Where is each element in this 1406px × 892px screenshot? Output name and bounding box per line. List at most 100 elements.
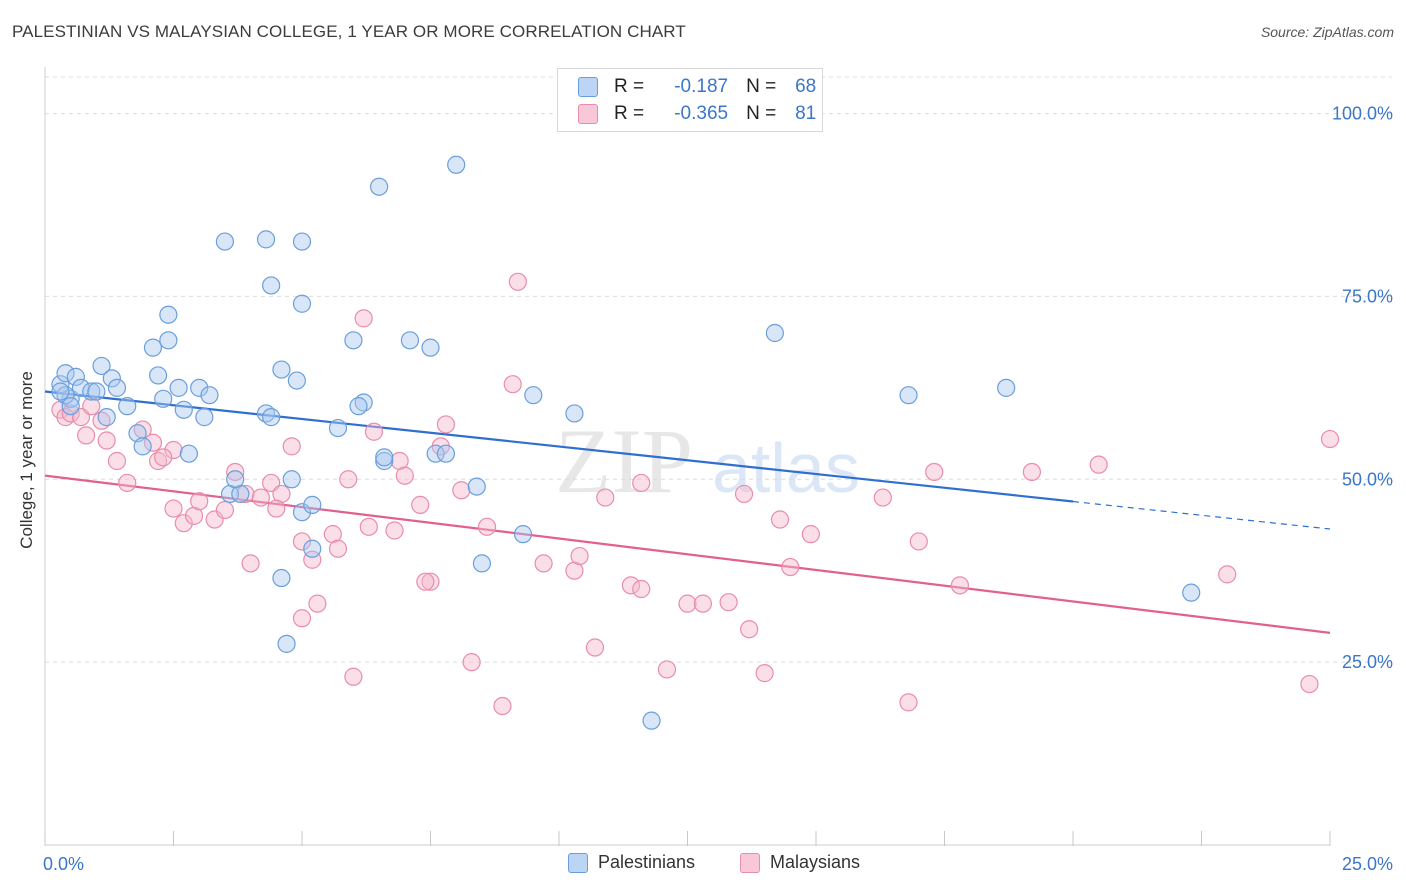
data-point-palestinians	[642, 711, 661, 730]
y-tick-label: 25.0%	[1342, 652, 1393, 672]
data-point-malaysians	[308, 594, 327, 613]
data-point-palestinians	[400, 331, 420, 350]
data-point-malaysians	[632, 473, 651, 493]
data-point-palestinians	[133, 437, 152, 456]
axes	[44, 67, 1331, 846]
data-point-palestinians	[256, 230, 276, 249]
data-point-malaysians	[508, 272, 527, 291]
data-point-palestinians	[292, 232, 312, 251]
data-point-malaysians	[585, 638, 605, 657]
watermark-atlas: atlas	[712, 429, 860, 507]
data-point-palestinians	[436, 444, 456, 463]
chart-title: PALESTINIAN VS MALAYSIAN COLLEGE, 1 YEAR…	[12, 22, 686, 41]
data-point-malaysians	[770, 510, 790, 529]
data-point-palestinians	[56, 364, 75, 383]
data-point-malaysians	[61, 404, 80, 423]
r-value: -0.365	[674, 103, 729, 124]
legend-row-palestinians: R = -0.187 N = 68	[578, 73, 816, 101]
data-point-palestinians	[287, 371, 306, 390]
r-label: R =	[614, 103, 645, 124]
data-point-palestinians	[282, 470, 301, 489]
data-point-malaysians	[621, 576, 641, 595]
data-points	[51, 155, 1340, 730]
data-point-malaysians	[452, 481, 471, 500]
legend-row-malaysians: R = -0.365 N = 81	[578, 100, 816, 128]
correlation-legend: R = -0.187 N = 68 R = -0.365 N = 81	[557, 68, 823, 132]
trend-lines	[44, 390, 1331, 634]
data-point-palestinians	[215, 232, 234, 251]
data-point-palestinians	[262, 276, 281, 295]
data-point-palestinians	[303, 539, 322, 558]
trend-line-malaysians	[44, 474, 1331, 634]
data-point-malaysians	[436, 415, 456, 434]
data-point-malaysians	[1022, 462, 1041, 482]
n-value: 81	[795, 103, 817, 124]
data-point-palestinians	[51, 375, 70, 394]
data-point-palestinians	[51, 382, 70, 401]
watermark: ZIP atlas	[555, 410, 860, 512]
data-point-palestinians	[87, 382, 106, 401]
data-point-malaysians	[678, 594, 697, 613]
grid-lines	[45, 76, 1392, 663]
data-point-malaysians	[241, 554, 260, 573]
data-point-malaysians	[292, 609, 312, 628]
data-point-malaysians	[267, 499, 286, 518]
data-point-malaysians	[740, 620, 759, 639]
data-point-malaysians	[292, 532, 312, 551]
data-point-malaysians	[734, 484, 754, 504]
data-point-palestinians	[899, 386, 918, 405]
data-point-malaysians	[925, 462, 944, 482]
data-point-malaysians	[226, 462, 245, 482]
legend-swatch-pink	[740, 852, 760, 873]
y-tick-label: 50.0%	[1342, 469, 1393, 489]
data-point-malaysians	[344, 667, 363, 686]
data-point-malaysians	[359, 517, 378, 536]
data-point-palestinians	[370, 177, 389, 196]
data-point-palestinians	[277, 634, 296, 653]
data-point-palestinians	[272, 568, 291, 588]
legend-label: Malaysians	[770, 852, 861, 872]
data-point-palestinians	[426, 444, 445, 463]
data-point-malaysians	[909, 532, 928, 551]
data-point-palestinians	[195, 408, 214, 427]
data-point-palestinians	[159, 305, 178, 324]
data-point-malaysians	[632, 579, 651, 599]
data-point-palestinians	[159, 331, 178, 350]
data-point-malaysians	[801, 525, 820, 544]
n-value: 68	[795, 76, 817, 97]
data-point-malaysians	[251, 488, 270, 507]
n-label: N =	[746, 76, 777, 97]
watermark-zip: ZIP	[555, 410, 693, 512]
data-point-palestinians	[71, 378, 91, 397]
data-point-palestinians	[102, 369, 121, 388]
data-point-palestinians	[107, 378, 127, 397]
legend-swatch-blue	[578, 77, 598, 97]
data-point-malaysians	[328, 539, 348, 558]
data-point-malaysians	[693, 594, 713, 613]
data-point-malaysians	[570, 546, 589, 566]
data-point-palestinians	[143, 338, 163, 357]
data-point-palestinians	[292, 294, 312, 313]
data-point-palestinians	[292, 503, 312, 522]
data-point-palestinians	[375, 448, 394, 467]
data-point-malaysians	[1300, 674, 1319, 694]
data-point-malaysians	[1089, 455, 1108, 474]
legend-item-malaysians: Malaysians	[740, 852, 860, 873]
data-point-palestinians	[262, 408, 281, 427]
data-point-palestinians	[174, 400, 193, 419]
data-point-palestinians	[447, 155, 466, 174]
data-point-palestinians	[344, 331, 363, 350]
tick-labels: 25.0% 50.0% 75.0% 100.0% 0.0% 25.0%	[43, 104, 1393, 874]
data-point-palestinians	[997, 378, 1016, 397]
data-point-malaysians	[395, 466, 414, 485]
x-tick-label: 0.0%	[43, 854, 84, 874]
data-point-palestinians	[92, 356, 111, 376]
data-point-malaysians	[719, 593, 738, 612]
data-point-malaysians	[164, 499, 183, 518]
data-point-malaysians	[164, 440, 183, 460]
data-point-malaysians	[118, 473, 137, 493]
data-point-palestinians	[472, 554, 491, 573]
data-point-malaysians	[657, 660, 677, 679]
data-point-malaysians	[477, 517, 497, 536]
data-point-palestinians	[328, 418, 348, 438]
